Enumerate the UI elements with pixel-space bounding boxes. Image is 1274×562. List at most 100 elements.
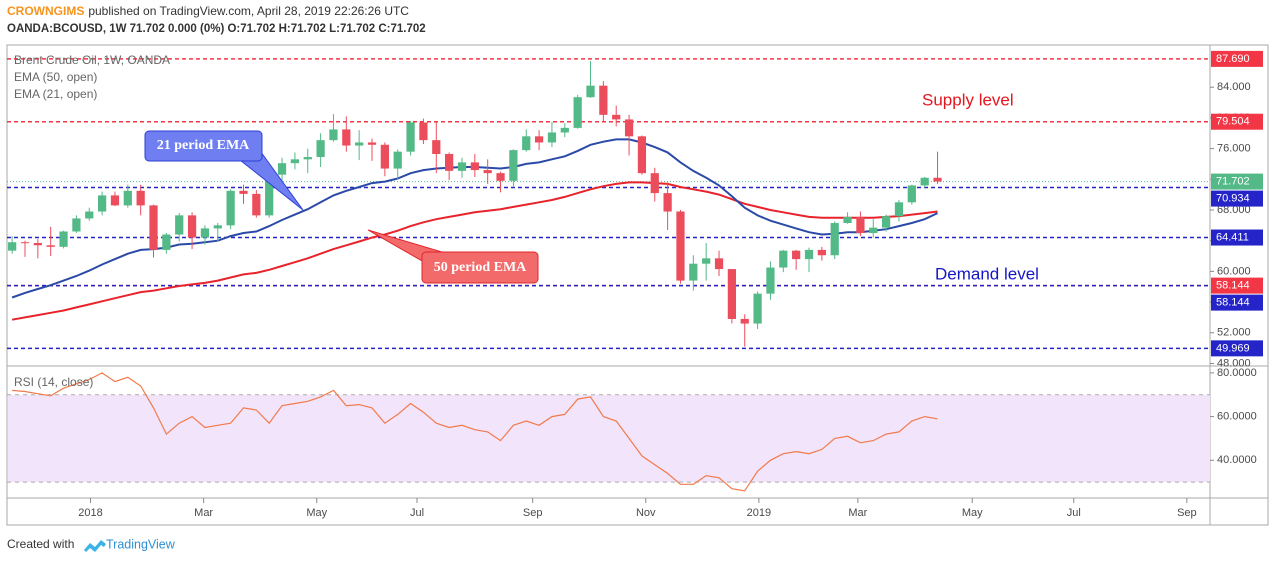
- candle-body: [804, 249, 814, 260]
- candle-body: [843, 216, 852, 224]
- candle-body: [727, 269, 736, 319]
- callout-text: 50 period EMA: [434, 260, 527, 275]
- chart-title: Brent Crude Oil, 1W, OANDA: [14, 53, 170, 67]
- candle-body: [753, 293, 762, 324]
- candle-body: [650, 173, 659, 194]
- candle-body: [265, 174, 274, 216]
- y-tick-label: 84.000: [1217, 81, 1251, 93]
- level-label: 64.411: [1216, 231, 1249, 243]
- candle-body: [149, 205, 158, 250]
- footer-brand: TradingView: [106, 537, 176, 551]
- logo-icon: [84, 540, 106, 552]
- y-tick-label: 60.0000: [1217, 411, 1257, 423]
- level-label-box: [1211, 190, 1263, 207]
- candle-body: [355, 142, 364, 146]
- candle-body: [676, 211, 685, 281]
- ema-line: [11, 181, 938, 321]
- candle-body: [586, 85, 595, 98]
- level-label: 58.144: [1216, 280, 1250, 292]
- candle-body: [714, 258, 724, 270]
- candle-body: [406, 122, 415, 152]
- candle-body: [342, 129, 351, 146]
- candle-body: [316, 140, 325, 158]
- candle-body: [123, 190, 132, 206]
- candle-body: [226, 190, 235, 226]
- candle-body: [380, 144, 389, 169]
- candle-body: [483, 170, 492, 174]
- level-label-box: [1211, 277, 1263, 294]
- published: published on TradingView.com, April 28, …: [88, 4, 409, 18]
- candle-body: [33, 242, 42, 246]
- level-label-box: [1211, 294, 1263, 311]
- candle-body: [624, 119, 634, 137]
- candle-body: [702, 258, 711, 264]
- tradingview-logo[interactable]: TradingView: [84, 537, 176, 552]
- candle-body: [689, 263, 698, 281]
- candle-body: [187, 215, 197, 238]
- level-label: 71.702: [1216, 175, 1250, 187]
- candle-body: [779, 250, 788, 268]
- levels: [7, 58, 1210, 350]
- candle-body: [162, 234, 171, 250]
- candle-body: [393, 151, 402, 169]
- candle-body: [457, 162, 467, 171]
- callout-box: [421, 251, 539, 284]
- rsi-pane: 40.0000 60.0000 80.0000 RSI (14, close): [7, 367, 1257, 492]
- x-tick-label: May: [306, 507, 327, 519]
- level-label-box: [1211, 50, 1263, 67]
- candle-body: [869, 227, 878, 234]
- candle-body: [599, 85, 608, 115]
- candle-body: [792, 250, 801, 260]
- x-tick-label: 2018: [78, 507, 102, 519]
- candle-body: [72, 218, 81, 232]
- annotation: Demand level: [935, 264, 1039, 283]
- x-tick-label: Sep: [1177, 507, 1197, 519]
- candle-body: [419, 122, 428, 141]
- symbol-line: OANDA:BCOUSD, 1W 71.702 0.000 (0%) O:71.…: [7, 23, 426, 35]
- x-tick-label: May: [962, 507, 983, 519]
- candle-body: [856, 216, 865, 234]
- legend-entry: EMA (50, open): [14, 70, 97, 84]
- author[interactable]: CROWNGIMS: [7, 4, 84, 18]
- candle-body: [252, 193, 261, 216]
- candle-body: [522, 136, 531, 151]
- candle-body: [136, 190, 145, 206]
- callout-21: 21 period EMA: [144, 130, 304, 211]
- footer-text: Created with: [7, 537, 74, 551]
- candle-body: [817, 249, 826, 256]
- candle-body: [303, 157, 312, 160]
- y-tick-label: 68.000: [1217, 204, 1251, 216]
- x-tick-label: 2019: [747, 507, 771, 519]
- rsi-title: RSI (14, close): [14, 375, 93, 389]
- annotation: Supply level: [922, 90, 1014, 109]
- candle-body: [496, 173, 505, 181]
- candle-body: [8, 242, 17, 251]
- level-label: 58.144: [1216, 297, 1250, 309]
- candle-body: [766, 267, 775, 294]
- level-label-box: [1211, 340, 1263, 357]
- candle-body: [882, 216, 891, 228]
- level-label-box: [1211, 113, 1263, 130]
- y-tick-label: 48.000: [1217, 357, 1251, 369]
- y-tick-label: 60.000: [1217, 265, 1251, 277]
- x-tick-label: Jul: [1067, 507, 1081, 519]
- candle-body: [200, 228, 210, 238]
- x-tick-label: Nov: [636, 507, 656, 519]
- candle-body: [432, 140, 441, 154]
- axes: 48.00052.00056.00060.00064.00068.00072.0…: [14, 50, 1263, 519]
- x-tick-label: Mar: [848, 507, 867, 519]
- y-tick-label: 52.000: [1217, 327, 1251, 339]
- candle-body: [445, 153, 454, 171]
- candle-body: [547, 132, 557, 143]
- level-label: 87.690: [1216, 53, 1250, 65]
- level-label: 79.504: [1216, 116, 1250, 128]
- candle-body: [239, 190, 248, 194]
- candle-body: [46, 245, 55, 247]
- candle-body: [367, 142, 377, 145]
- candle-body: [85, 211, 94, 219]
- candle-body: [213, 225, 222, 229]
- candle-body: [894, 202, 904, 217]
- x-tick-label: Jul: [410, 507, 424, 519]
